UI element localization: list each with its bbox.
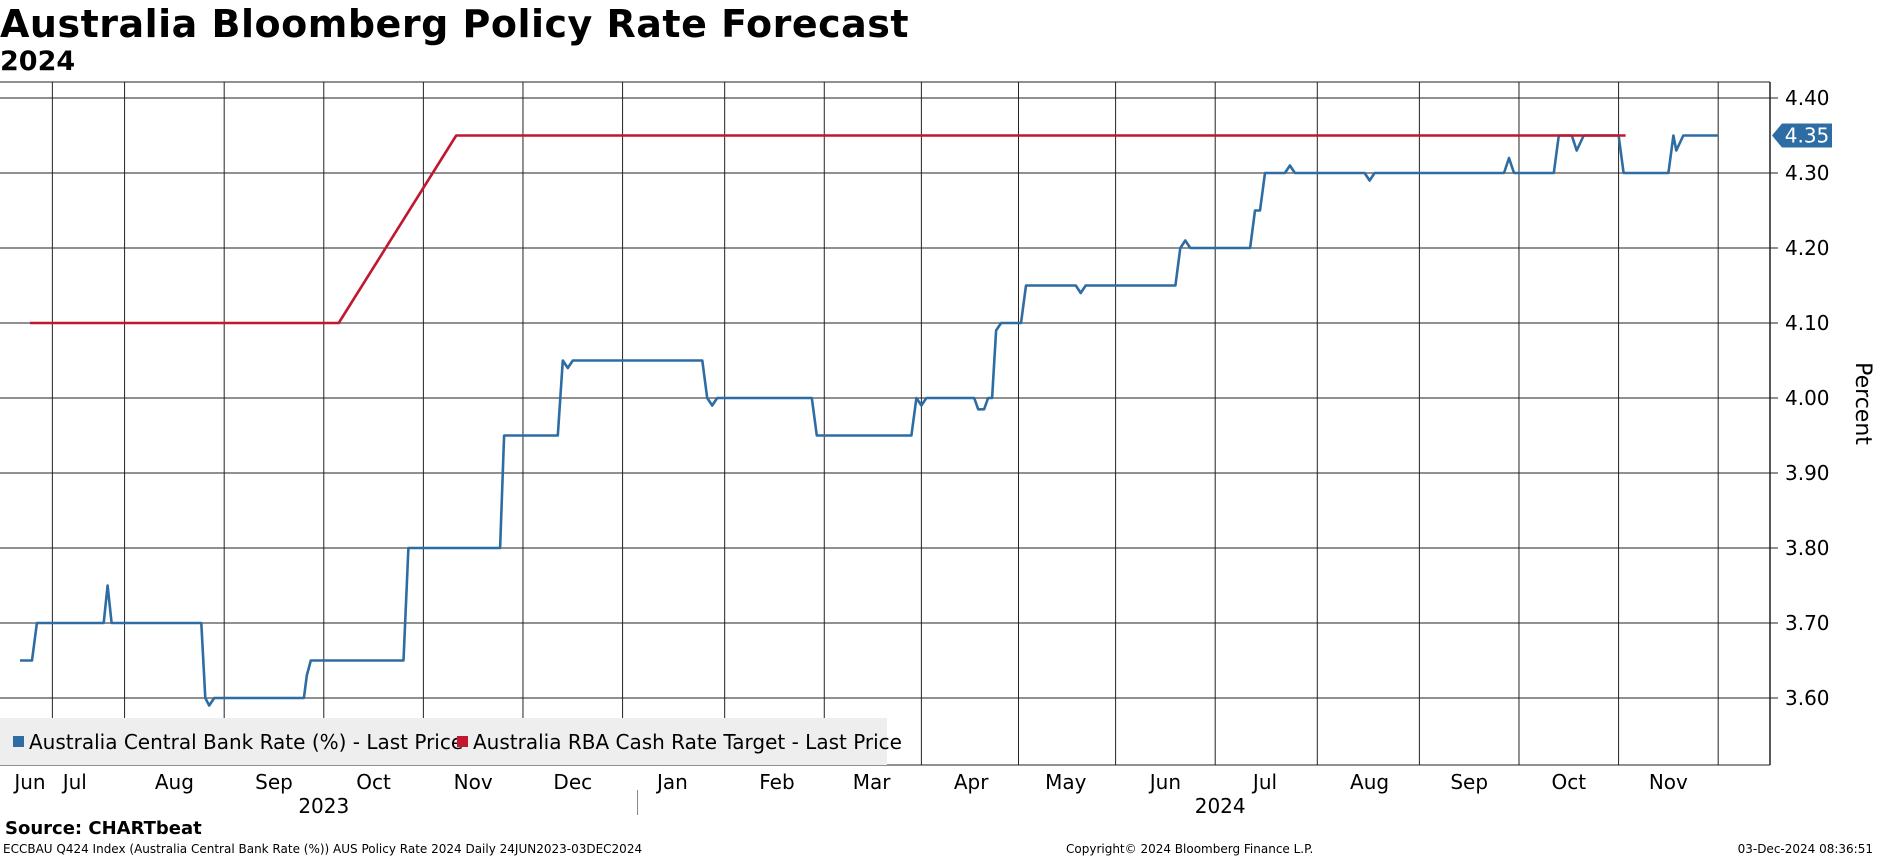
x-tick-label: May xyxy=(1045,770,1087,794)
y-tick-label: 4.30 xyxy=(1785,161,1830,185)
x-tick-label: Sep xyxy=(255,770,293,794)
footer-timestamp: 03-Dec-2024 08:36:51 xyxy=(1737,842,1873,856)
y-tick-label: 3.70 xyxy=(1785,611,1830,635)
y-tick-label: 4.00 xyxy=(1785,386,1830,410)
legend-label-central-bank-rate: Australia Central Bank Rate (%) - Last P… xyxy=(29,730,463,754)
y-tick-label: 4.10 xyxy=(1785,311,1830,335)
legend: Australia Central Bank Rate (%) - Last P… xyxy=(0,718,902,765)
last-value-tag-shape xyxy=(1772,123,1832,148)
x-tick-label: Jul xyxy=(61,770,87,794)
y-axis-title: Percent xyxy=(1850,362,1875,445)
x-tick-label: Jan xyxy=(655,770,688,794)
x-tick-label: Nov xyxy=(454,770,493,794)
x-tick-label: Apr xyxy=(954,770,989,794)
series-layer xyxy=(20,134,1719,707)
series-line-rba-cash-rate-target xyxy=(30,134,1626,325)
y-tick-label: 3.60 xyxy=(1785,686,1830,710)
x-tick-label: Aug xyxy=(1350,770,1389,794)
grid-layer xyxy=(0,81,1771,766)
x-tick-label: Aug xyxy=(155,770,194,794)
last-value-tag-label: 4.35 xyxy=(1785,124,1830,148)
chart-title: Australia Bloomberg Policy Rate Forecast xyxy=(0,2,910,46)
last-value-tag: 4.35 xyxy=(1772,123,1832,148)
axis-layer: 4.40 4.30 4.20 4.10 4.00 3.90 3.80 3.70 3.60 Jun J… xyxy=(12,86,1875,818)
x-year-label: 2024 xyxy=(1195,794,1246,818)
footer-index-info: ECCBAU Q424 Index (Australia Central Ban… xyxy=(3,842,643,856)
legend-label-rba-cash-rate-target: Australia RBA Cash Rate Target - Last Pr… xyxy=(473,730,902,754)
x-tick-label: Jun xyxy=(12,770,45,794)
x-tick-label: Oct xyxy=(356,770,391,794)
x-tick-label: Dec xyxy=(553,770,592,794)
x-tick-label: Mar xyxy=(853,770,892,794)
source-note: Source: CHARTbeat xyxy=(5,818,202,839)
x-tick-label: Jul xyxy=(1251,770,1277,794)
y-tick-label: 3.80 xyxy=(1785,536,1830,560)
y-tick-label: 3.90 xyxy=(1785,461,1830,485)
x-tick-label: Nov xyxy=(1649,770,1688,794)
x-tick-label: Oct xyxy=(1551,770,1586,794)
y-tick-label: 4.20 xyxy=(1785,236,1830,260)
legend-background xyxy=(0,718,887,765)
x-tick-label: Jun xyxy=(1148,770,1181,794)
legend-swatch-rba-cash-rate-target xyxy=(457,736,468,747)
series-line-central-bank-rate xyxy=(20,134,1719,707)
legend-swatch-central-bank-rate xyxy=(13,736,24,747)
y-tick-label: 4.40 xyxy=(1785,86,1830,110)
chart-subtitle: 2024 xyxy=(0,46,76,77)
x-tick-label: Feb xyxy=(759,770,794,794)
footer-copyright: Copyright© 2024 Bloomberg Finance L.P. xyxy=(1066,842,1314,856)
x-year-label: 2023 xyxy=(298,794,349,818)
x-tick-label: Sep xyxy=(1450,770,1488,794)
